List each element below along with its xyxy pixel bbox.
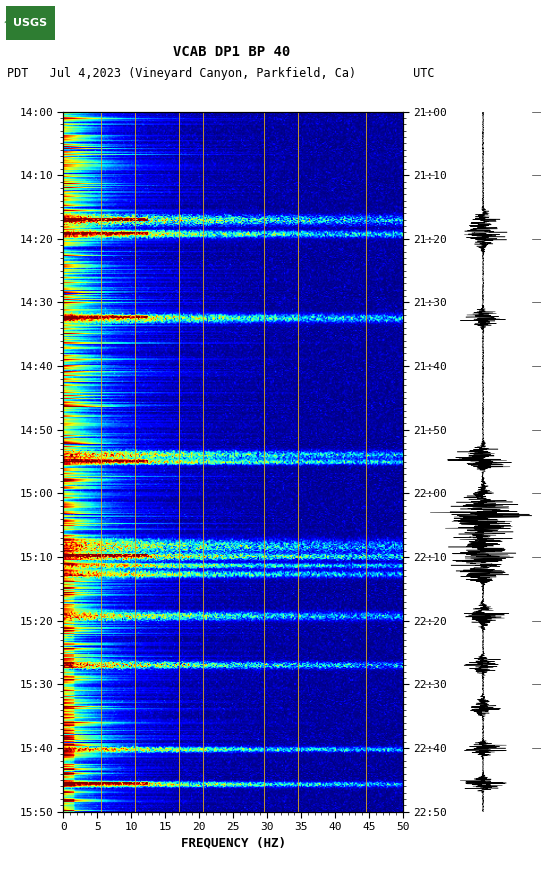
Text: USGS: USGS [13,18,47,29]
X-axis label: FREQUENCY (HZ): FREQUENCY (HZ) [181,837,286,849]
Text: PDT   Jul 4,2023 (Vineyard Canyon, Parkfield, Ca)        UTC: PDT Jul 4,2023 (Vineyard Canyon, Parkfie… [7,67,434,79]
Text: ~: ~ [3,14,13,32]
Text: VCAB DP1 BP 40: VCAB DP1 BP 40 [173,45,290,59]
